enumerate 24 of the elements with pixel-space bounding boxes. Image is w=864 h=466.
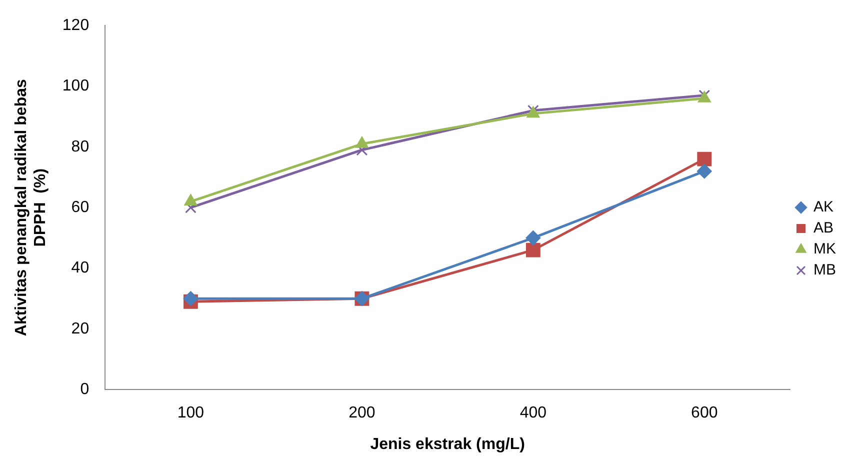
legend-label: AK	[814, 198, 834, 216]
legend-label: MK	[814, 240, 836, 258]
x-axis-title: Jenis ekstrak (mg/L)	[370, 436, 525, 453]
point	[184, 194, 198, 206]
point	[526, 242, 540, 258]
x-tick-label: 400	[520, 404, 547, 422]
x-tick-label: 100	[177, 404, 204, 422]
y-tick-label: 60	[71, 199, 90, 216]
y-tick-label: 40	[71, 260, 90, 277]
point	[696, 164, 712, 179]
y-tick-label: 100	[62, 78, 90, 95]
legend-label: MB	[814, 262, 836, 279]
y-tick-label: 20	[71, 320, 90, 338]
y-tick-label: 120	[62, 17, 90, 34]
x-tick-label: 200	[348, 404, 376, 422]
y-axis-title: Aktivitas penangkal radikal bebas DPPH (%)	[13, 79, 50, 336]
point	[355, 136, 368, 148]
y-tick-label: 80	[71, 138, 90, 156]
point	[183, 291, 198, 306]
point	[526, 230, 541, 246]
legend-label: AB	[814, 220, 834, 237]
x-tick-label: 600	[691, 404, 718, 422]
y-tick-label: 0	[80, 381, 90, 398]
point	[697, 152, 712, 166]
